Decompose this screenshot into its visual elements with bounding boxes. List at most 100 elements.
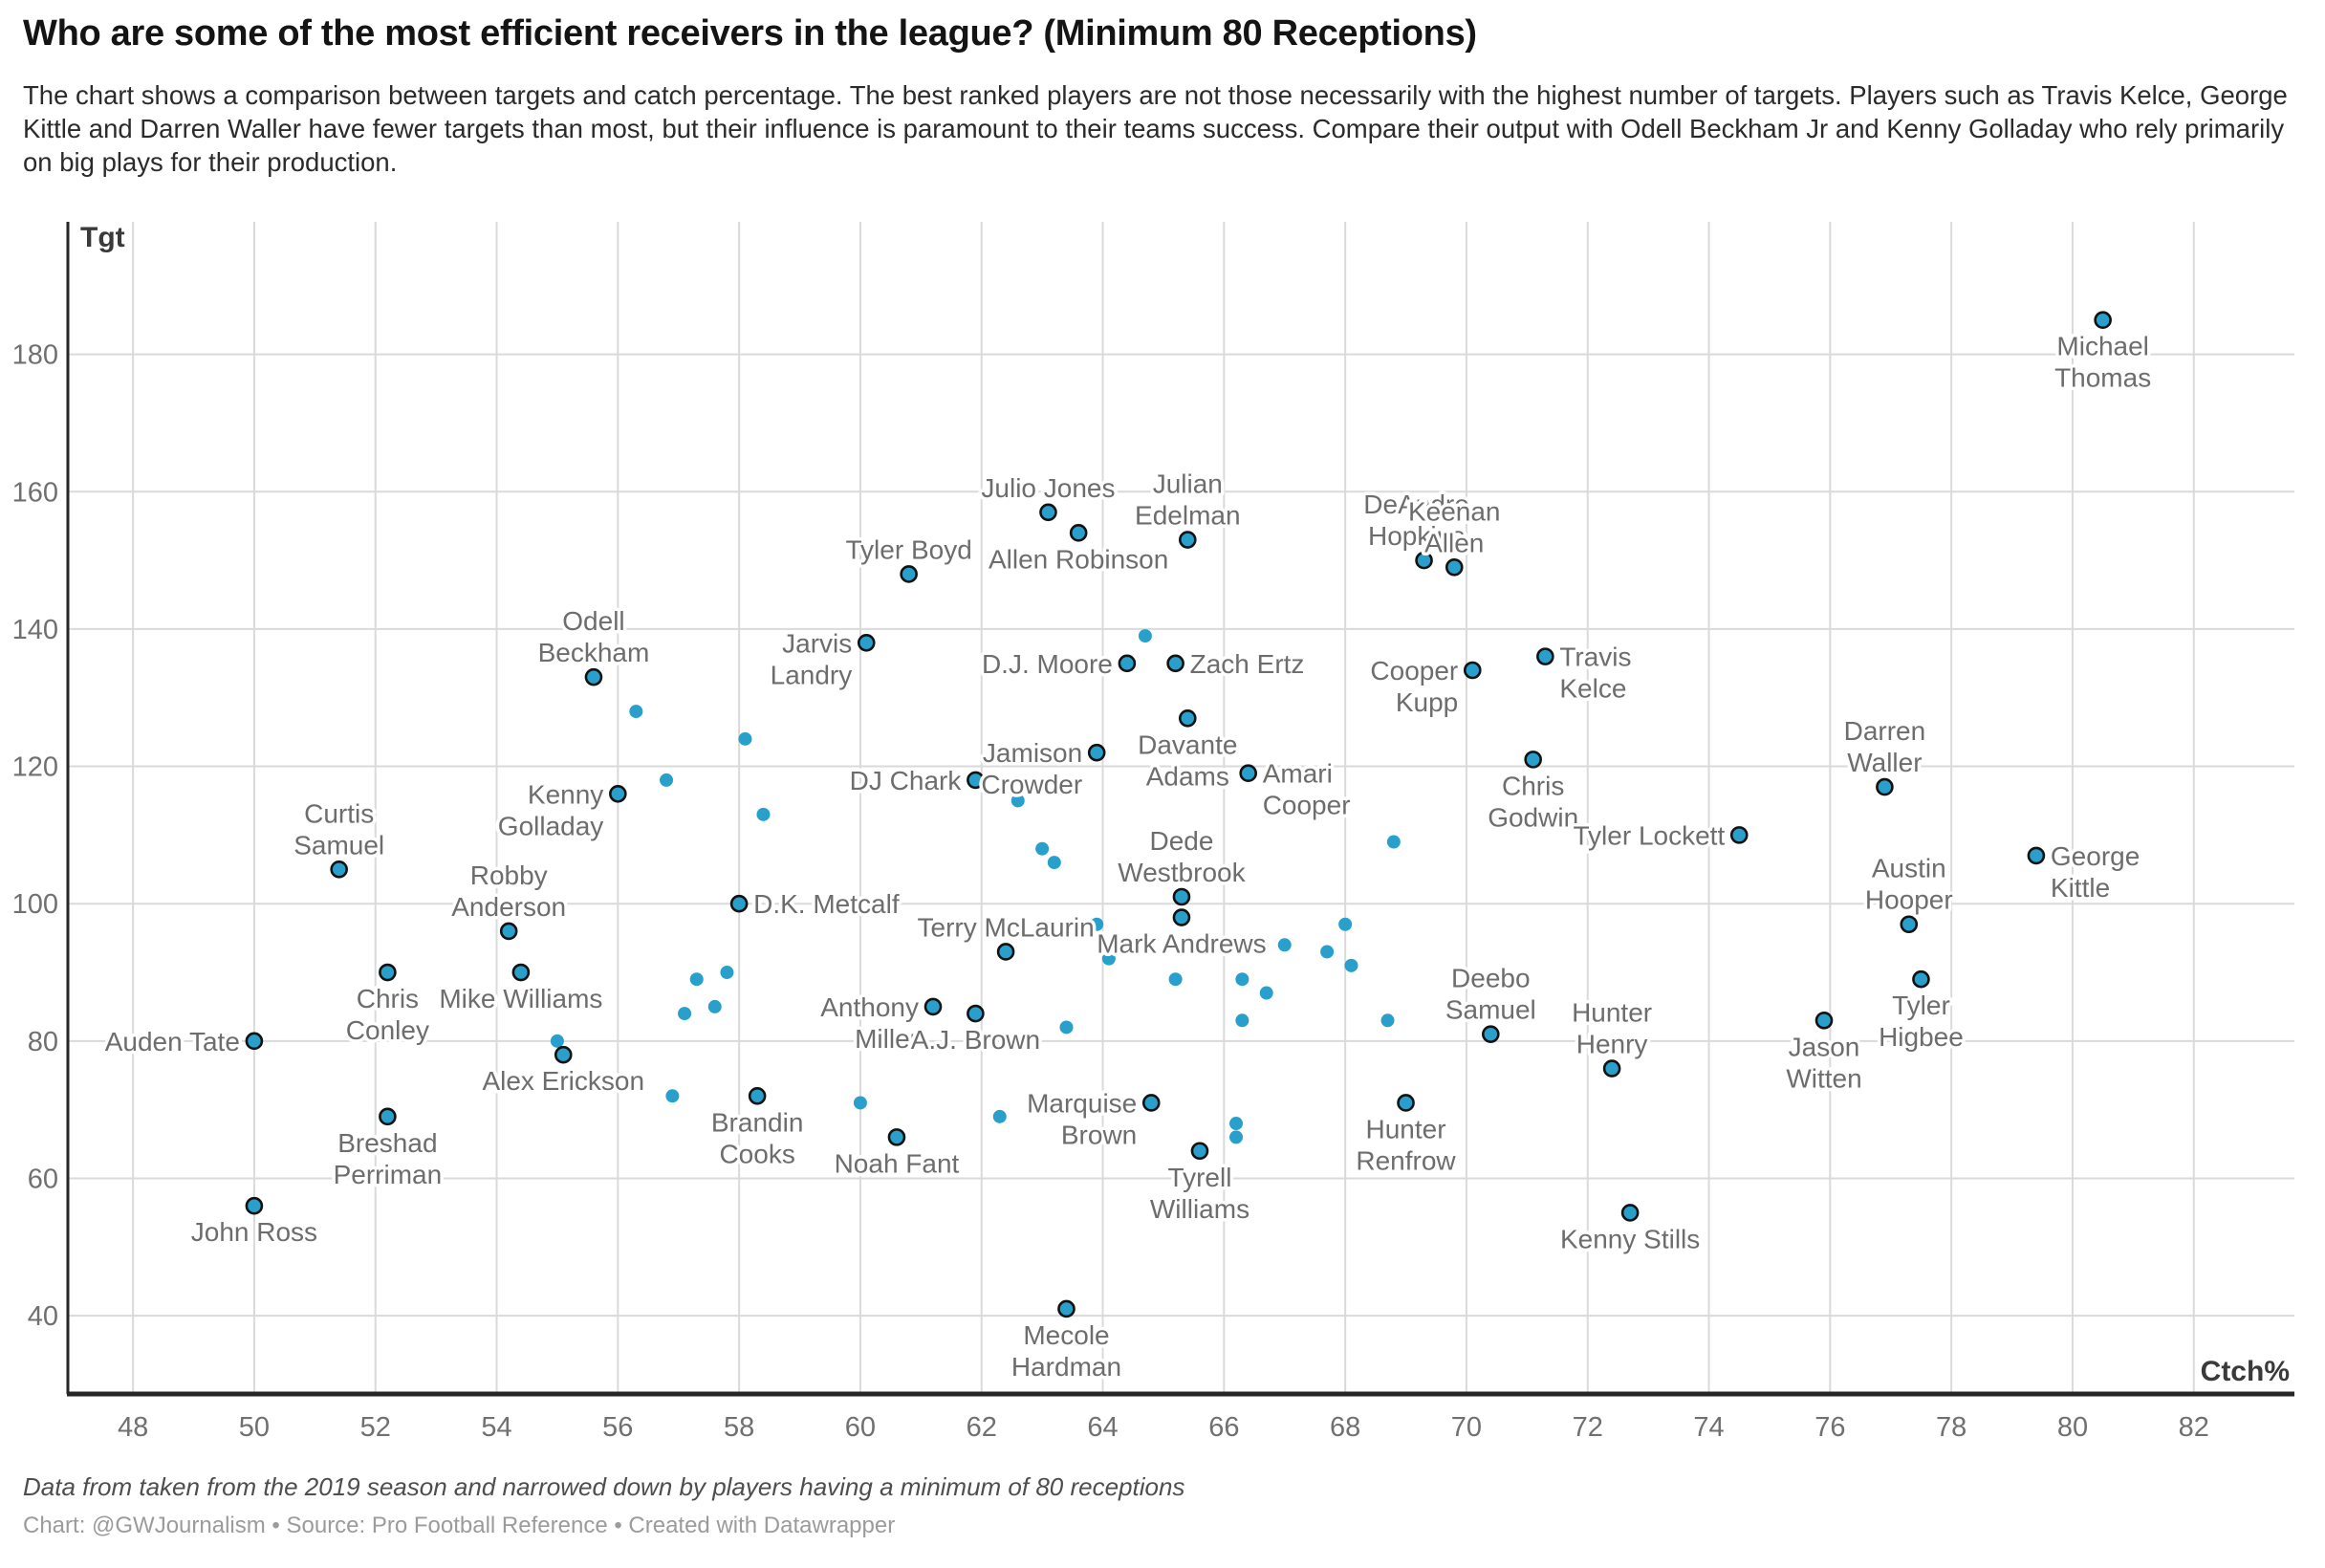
data-point[interactable] — [1010, 794, 1025, 808]
data-point[interactable] — [554, 1045, 573, 1064]
data-point[interactable] — [1047, 856, 1061, 870]
data-point[interactable] — [1035, 841, 1050, 856]
data-point[interactable] — [1415, 551, 1433, 570]
data-point-label: Jason — [1789, 1032, 1860, 1061]
x-tick-label: 72 — [1573, 1412, 1603, 1443]
data-point[interactable] — [1536, 647, 1554, 665]
data-point[interactable] — [330, 860, 348, 879]
data-point[interactable] — [1277, 938, 1292, 952]
data-point[interactable] — [1380, 1013, 1395, 1028]
data-point[interactable] — [1172, 887, 1191, 906]
data-point[interactable] — [707, 999, 722, 1013]
data-point-label: Adams — [1146, 761, 1229, 791]
data-point[interactable] — [1172, 908, 1191, 926]
data-point[interactable] — [1912, 969, 1930, 989]
data-point[interactable] — [738, 731, 752, 746]
data-point[interactable] — [729, 894, 749, 913]
data-point[interactable] — [1320, 945, 1335, 959]
y-axis-title: Tgt — [80, 222, 125, 253]
data-point[interactable] — [511, 963, 531, 982]
data-point[interactable] — [660, 773, 674, 787]
data-point-label: Brandin — [711, 1107, 804, 1137]
data-point[interactable] — [1814, 1011, 1834, 1030]
data-point[interactable] — [689, 972, 704, 987]
data-point[interactable] — [1729, 826, 1749, 844]
data-point[interactable] — [1239, 764, 1257, 783]
data-point[interactable] — [1397, 1094, 1415, 1112]
data-point[interactable] — [756, 807, 771, 821]
data-point[interactable] — [1463, 661, 1482, 680]
data-point[interactable] — [857, 633, 876, 652]
data-point[interactable] — [1101, 951, 1116, 966]
data-point-label: D.J. Moore — [982, 649, 1113, 679]
data-point[interactable] — [1338, 917, 1353, 931]
data-point[interactable] — [967, 1004, 985, 1023]
data-point[interactable] — [967, 771, 985, 790]
data-point[interactable] — [1445, 557, 1464, 577]
data-point-label: Dede — [1149, 826, 1213, 856]
data-point[interactable] — [379, 963, 397, 982]
data-point[interactable] — [1141, 1094, 1161, 1112]
data-point[interactable] — [1602, 1059, 1621, 1078]
x-tick-label: 54 — [481, 1412, 511, 1443]
data-point[interactable] — [665, 1089, 680, 1103]
data-point[interactable] — [1168, 972, 1183, 987]
data-point[interactable] — [629, 705, 643, 719]
data-point[interactable] — [1876, 777, 1894, 796]
data-point[interactable] — [678, 1007, 692, 1021]
data-point[interactable] — [609, 784, 627, 803]
data-point[interactable] — [1524, 751, 1542, 769]
data-point[interactable] — [1900, 915, 1919, 934]
data-point[interactable] — [2027, 846, 2046, 865]
data-point[interactable] — [996, 943, 1015, 961]
data-point[interactable] — [720, 966, 734, 980]
data-point[interactable] — [1235, 1013, 1249, 1028]
data-point[interactable] — [379, 1107, 397, 1126]
data-point[interactable] — [245, 1032, 264, 1051]
data-point[interactable] — [1087, 743, 1106, 762]
data-point[interactable] — [1138, 629, 1152, 643]
x-tick-label: 58 — [724, 1412, 754, 1443]
data-point[interactable] — [1190, 1142, 1209, 1161]
data-point[interactable] — [1090, 917, 1104, 931]
data-point[interactable] — [1039, 503, 1057, 522]
data-point[interactable] — [1057, 1299, 1076, 1318]
data-point-label: Julian — [1153, 469, 1223, 499]
data-point-label: Deebo — [1451, 964, 1531, 993]
data-point-label: Anthony — [820, 992, 919, 1022]
data-point[interactable] — [1344, 958, 1358, 972]
data-point[interactable] — [1259, 986, 1273, 1000]
data-point[interactable] — [1620, 1204, 1640, 1222]
data-point[interactable] — [853, 1096, 867, 1110]
data-point-label: Chris — [1502, 771, 1564, 800]
data-point[interactable] — [1178, 708, 1197, 728]
data-point[interactable] — [1118, 654, 1137, 673]
data-point[interactable] — [499, 922, 518, 941]
data-point[interactable] — [1229, 1117, 1244, 1131]
data-point[interactable] — [1481, 1025, 1500, 1043]
data-point[interactable] — [1386, 835, 1401, 849]
data-point[interactable] — [1069, 524, 1088, 542]
data-point[interactable] — [1235, 972, 1249, 987]
data-point[interactable] — [1166, 654, 1184, 673]
data-point-label: George — [2051, 841, 2140, 871]
x-tick-label: 66 — [1208, 1412, 1239, 1443]
data-point[interactable] — [1059, 1020, 1074, 1034]
data-point[interactable] — [748, 1086, 767, 1105]
data-point[interactable] — [245, 1196, 264, 1215]
data-point[interactable] — [887, 1128, 906, 1146]
data-point[interactable] — [1229, 1130, 1244, 1144]
chart-subtitle: The chart shows a comparison between tar… — [23, 80, 2288, 177]
data-point-label: Noah Fant — [835, 1148, 960, 1178]
data-point[interactable] — [550, 1034, 564, 1048]
data-point[interactable] — [584, 667, 603, 686]
data-point[interactable] — [992, 1109, 1007, 1123]
data-point[interactable] — [1178, 531, 1197, 549]
data-point-label: Zach Ertz — [1190, 649, 1305, 679]
data-point[interactable] — [900, 565, 918, 583]
data-point[interactable] — [2094, 311, 2112, 330]
data-point-label: Westbrook — [1118, 858, 1246, 887]
y-tick-label: 60 — [28, 1164, 58, 1194]
data-point[interactable] — [923, 997, 943, 1016]
